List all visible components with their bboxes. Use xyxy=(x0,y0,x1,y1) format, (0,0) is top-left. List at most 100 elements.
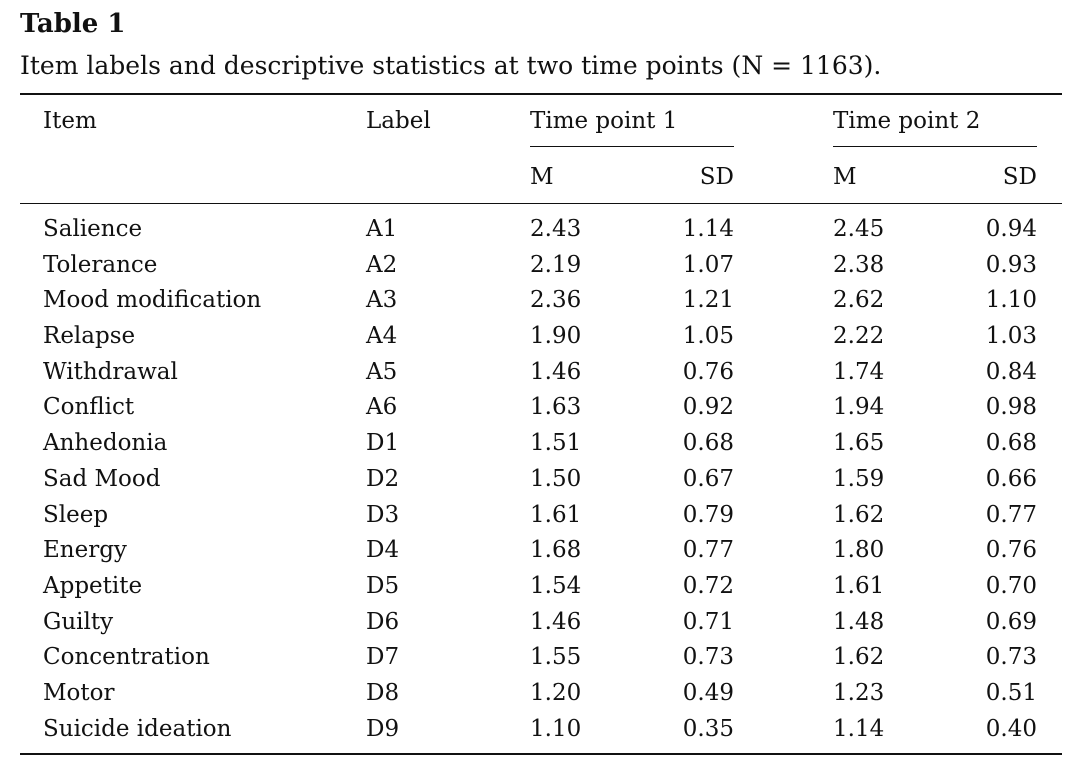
item-cell: Appetite xyxy=(43,572,143,599)
sd2-cell: 0.94 xyxy=(985,216,1037,242)
m1-cell: 2.43 xyxy=(530,216,582,242)
m1-cell: 1.46 xyxy=(530,608,582,635)
table-row: Sad Mood D2 1.50 0.67 1.59 0.66 xyxy=(0,462,1080,498)
bottom-rule xyxy=(20,753,1062,755)
table-row: Concentration D7 1.55 0.73 1.62 0.73 xyxy=(0,640,1080,676)
item-cell: Sleep xyxy=(43,501,109,528)
table-row: Tolerance A2 2.19 1.07 2.38 0.93 xyxy=(0,248,1080,284)
sd1-cell: 1.14 xyxy=(682,216,734,242)
sd1-cell: 0.92 xyxy=(682,394,734,421)
sd1-cell: 0.35 xyxy=(682,715,734,742)
m2-cell: 1.65 xyxy=(833,430,885,457)
m2-cell: 1.62 xyxy=(833,644,885,671)
label-cell: A5 xyxy=(366,358,398,385)
time-point-1-rule xyxy=(530,146,734,147)
m1-cell: 1.90 xyxy=(530,323,582,350)
m1-cell: 1.55 xyxy=(530,644,582,671)
sd2-cell: 0.66 xyxy=(985,465,1037,492)
sd1-cell: 0.77 xyxy=(682,537,734,564)
table-row: Withdrawal A5 1.46 0.76 1.74 0.84 xyxy=(0,355,1080,391)
top-rule xyxy=(20,93,1062,95)
sd2-cell: 0.84 xyxy=(985,358,1037,385)
label-cell: A1 xyxy=(366,216,398,242)
label-cell: A6 xyxy=(366,394,398,421)
sd1-cell: 0.73 xyxy=(682,644,734,671)
table-body: Salience A1 2.43 1.14 2.45 0.94 Toleranc… xyxy=(0,212,1080,747)
item-cell: Anhedonia xyxy=(43,430,168,457)
sd2-cell: 0.70 xyxy=(985,572,1037,599)
sd1-cell: 0.76 xyxy=(682,358,734,385)
table-row: Guilty D6 1.46 0.71 1.48 0.69 xyxy=(0,605,1080,641)
sd1-cell: 0.71 xyxy=(682,608,734,635)
m2-cell: 1.74 xyxy=(833,358,885,385)
item-cell: Suicide ideation xyxy=(43,715,232,742)
label-cell: D2 xyxy=(366,465,400,492)
m2-cell: 2.45 xyxy=(833,216,885,242)
m2-cell: 1.14 xyxy=(833,715,885,742)
label-cell: D5 xyxy=(366,572,400,599)
label-cell: D6 xyxy=(366,608,400,635)
table-row: Sleep D3 1.61 0.79 1.62 0.77 xyxy=(0,498,1080,534)
m2-cell: 1.59 xyxy=(833,465,885,492)
sd2-cell: 0.51 xyxy=(985,679,1037,706)
m2-cell: 1.94 xyxy=(833,394,885,421)
sd2-cell: 0.69 xyxy=(985,608,1037,635)
sd1-cell: 1.21 xyxy=(682,287,734,314)
sd1-cell: 0.68 xyxy=(682,430,734,457)
m2-cell: 2.38 xyxy=(833,251,885,278)
sd1-cell: 1.05 xyxy=(682,323,734,350)
item-cell: Sad Mood xyxy=(43,465,161,492)
m1-cell: 1.63 xyxy=(530,394,582,421)
m1-cell: 1.20 xyxy=(530,679,582,706)
table-row: Relapse A4 1.90 1.05 2.22 1.03 xyxy=(0,319,1080,355)
table-row: Energy D4 1.68 0.77 1.80 0.76 xyxy=(0,533,1080,569)
m1-cell: 2.19 xyxy=(530,251,582,278)
m2-cell: 2.62 xyxy=(833,287,885,314)
table-row: Anhedonia D1 1.51 0.68 1.65 0.68 xyxy=(0,426,1080,462)
sd2-cell: 0.77 xyxy=(985,501,1037,528)
m2-cell: 1.48 xyxy=(833,608,885,635)
table-row: Conflict A6 1.63 0.92 1.94 0.98 xyxy=(0,390,1080,426)
m1-cell: 1.54 xyxy=(530,572,582,599)
sd2-cell: 1.03 xyxy=(985,323,1037,350)
item-cell: Relapse xyxy=(43,323,136,350)
label-cell: D3 xyxy=(366,501,400,528)
item-cell: Concentration xyxy=(43,644,210,671)
header-m-time-point-2: M xyxy=(833,164,857,190)
sd2-cell: 0.98 xyxy=(985,394,1037,421)
m2-cell: 1.62 xyxy=(833,501,885,528)
table-row: Suicide ideation D9 1.10 0.35 1.14 0.40 xyxy=(0,712,1080,748)
m1-cell: 1.51 xyxy=(530,430,582,457)
item-cell: Motor xyxy=(43,679,115,706)
item-cell: Tolerance xyxy=(43,251,158,278)
table-row: Mood modification A3 2.36 1.21 2.62 1.10 xyxy=(0,283,1080,319)
table-title: Table 1 xyxy=(20,9,126,39)
table-row: Motor D8 1.20 0.49 1.23 0.51 xyxy=(0,676,1080,712)
sd1-cell: 1.07 xyxy=(682,251,734,278)
m1-cell: 2.36 xyxy=(530,287,582,314)
table-row: Appetite D5 1.54 0.72 1.61 0.70 xyxy=(0,569,1080,605)
item-cell: Energy xyxy=(43,537,127,564)
header-label: Label xyxy=(366,108,431,134)
m1-cell: 1.50 xyxy=(530,465,582,492)
item-cell: Conflict xyxy=(43,394,135,421)
label-cell: D7 xyxy=(366,644,400,671)
sd2-cell: 0.76 xyxy=(985,537,1037,564)
table-caption: Item labels and descriptive statistics a… xyxy=(20,51,882,80)
header-time-point-1: Time point 1 xyxy=(530,108,678,134)
header-rule xyxy=(20,203,1062,204)
header-m-time-point-1: M xyxy=(530,164,554,190)
label-cell: D1 xyxy=(366,430,400,457)
sd2-cell: 0.73 xyxy=(985,644,1037,671)
label-cell: D4 xyxy=(366,537,400,564)
header-time-point-2: Time point 2 xyxy=(833,108,981,134)
m1-cell: 1.61 xyxy=(530,501,582,528)
label-cell: A2 xyxy=(366,251,398,278)
label-cell: A4 xyxy=(366,323,398,350)
m1-cell: 1.10 xyxy=(530,715,582,742)
header-item: Item xyxy=(43,108,97,134)
sd2-cell: 0.68 xyxy=(985,430,1037,457)
table-row: Salience A1 2.43 1.14 2.45 0.94 xyxy=(0,212,1080,248)
header-sd-time-point-1: SD xyxy=(699,164,734,190)
m1-cell: 1.68 xyxy=(530,537,582,564)
